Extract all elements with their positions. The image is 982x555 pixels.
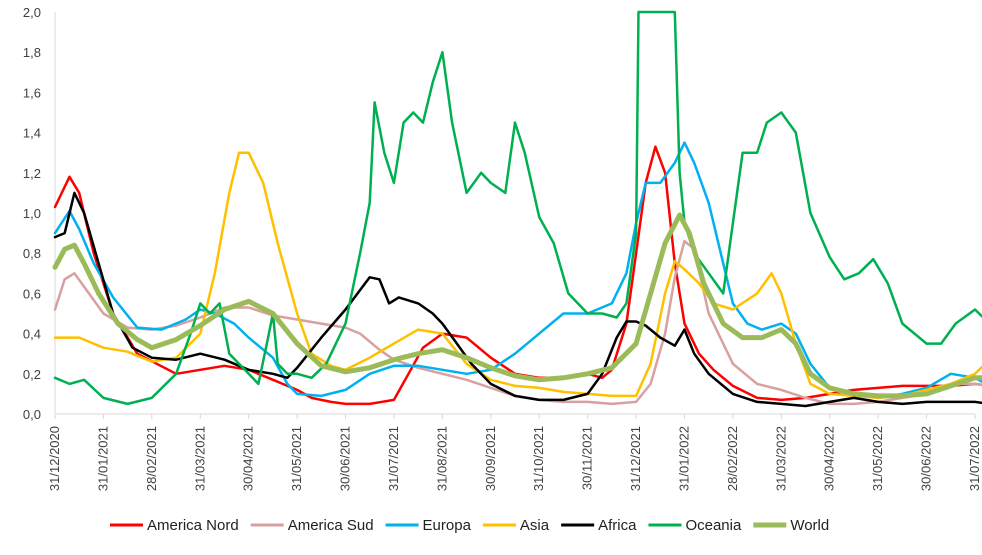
y-tick-label: 1,2: [23, 166, 41, 181]
y-tick-label: 1,0: [23, 206, 41, 221]
series-line-africa: [53, 191, 982, 408]
x-tick-label: 30/04/2022: [822, 426, 837, 491]
x-tick-label: 30/11/2021: [580, 426, 595, 490]
y-tick-label: 2,0: [23, 5, 41, 20]
series-line-oceania: [53, 10, 982, 406]
x-tick-label: 31/03/2022: [773, 426, 788, 491]
legend-label-america-nord: America Nord: [147, 517, 239, 534]
y-tick-label: 0,4: [23, 327, 41, 342]
x-tick-label: 28/02/2021: [144, 426, 159, 491]
x-tick-label: 31/01/2022: [676, 426, 691, 491]
x-tick-label: 31/08/2021: [434, 426, 449, 491]
series-line-asia: [53, 151, 982, 400]
chart-legend: America Nord America Sud Europa Asia Africa O…: [110, 517, 829, 534]
x-tick-label: 31/07/2021: [386, 426, 401, 491]
x-tick-label: 30/04/2021: [241, 426, 256, 491]
chart-axes: [54, 12, 976, 419]
legend-label-america-sud: America Sud: [288, 517, 374, 534]
x-tick-label: 31/12/2021: [628, 426, 643, 491]
series-line-europa: [53, 141, 982, 400]
legend-label-oceania: Oceania: [685, 517, 742, 534]
legend-label-africa: Africa: [598, 517, 637, 534]
y-tick-label: 0,2: [23, 367, 41, 382]
legend-label-europa: Europa: [423, 517, 472, 534]
x-tick-label: 31/07/2022: [967, 426, 982, 491]
x-tick-label: 31/10/2021: [531, 426, 546, 491]
y-tick-label: 1,4: [23, 126, 41, 141]
legend-label-world: World: [790, 517, 829, 534]
x-tick-label: 31/05/2022: [870, 426, 885, 491]
y-tick-label: 0,0: [23, 407, 41, 422]
y-axis-labels: 0,0 0,2 0,4 0,6 0,8 1,0 1,2 1,4 1,6 1,8 2,0: [23, 5, 41, 422]
y-tick-label: 0,8: [23, 246, 41, 261]
x-tick-label: 30/06/2021: [338, 426, 353, 491]
x-tick-label: 30/06/2022: [919, 426, 934, 491]
x-tick-label: 31/01/2021: [95, 426, 110, 491]
x-tick-label: 31/03/2021: [192, 426, 207, 491]
x-axis-labels: 31/12/2020 31/01/2021 28/02/2021 31/03/2021…: [47, 426, 982, 491]
series-line-world: [52, 212, 982, 399]
x-tick-label: 31/12/2020: [47, 426, 62, 491]
chart-series: [52, 10, 982, 408]
x-tick-label: 30/09/2021: [483, 426, 498, 491]
y-tick-label: 1,8: [23, 45, 41, 60]
x-tick-label: 31/05/2021: [289, 426, 304, 491]
y-tick-label: 1,6: [23, 85, 41, 100]
y-tick-label: 0,6: [23, 286, 41, 301]
x-tick-label: 28/02/2022: [725, 426, 740, 491]
legend-label-asia: Asia: [520, 517, 550, 534]
